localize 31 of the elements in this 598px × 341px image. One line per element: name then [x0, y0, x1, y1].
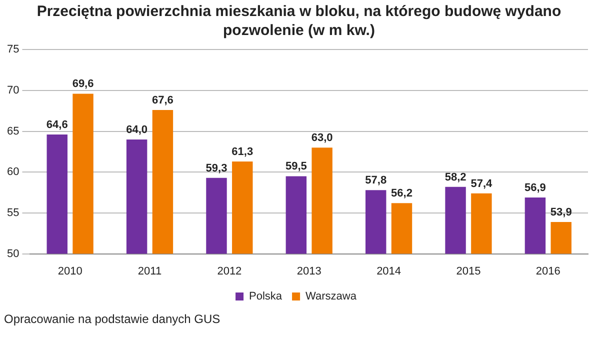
data-label: 64,0: [126, 124, 148, 136]
legend-label: Polska: [249, 290, 283, 303]
x-tick-label: 2015: [456, 265, 481, 278]
data-label: 56,9: [524, 182, 546, 194]
y-tick-label: 65: [6, 125, 20, 138]
y-tick-label: 75: [6, 44, 20, 56]
data-label: 64,6: [46, 119, 68, 132]
text: Opracowanie na podstawie danych GUS: [4, 312, 222, 326]
data-label: 69,6: [72, 78, 94, 90]
y-tick-label: 55: [6, 206, 20, 219]
data-label: 53,9: [550, 206, 572, 218]
x-tick-label: 2016: [536, 265, 560, 278]
x-tick-label: 2013: [296, 265, 322, 278]
data-label: 57,8: [365, 174, 387, 187]
y-tick-label: 60: [6, 166, 20, 178]
data-label: 59,5: [285, 160, 307, 173]
data-label: 58,2: [444, 171, 466, 184]
y-tick-label: 70: [6, 84, 20, 96]
data-label: 63,0: [311, 132, 333, 144]
x-tick-label: 2011: [138, 265, 162, 278]
data-label: 57,4: [470, 178, 494, 190]
data-label: 67,6: [152, 94, 174, 107]
y-tick-label: 50: [6, 248, 20, 260]
chart-title: Przeciętna powierzchnia mieszkania w bloku, na którego budowę wydano pozwolenie (w m kw.): [36, 2, 562, 40]
data-label: 61,3: [232, 146, 254, 158]
x-tick-label: 2010: [58, 265, 82, 278]
data-label: 59,3: [206, 162, 228, 174]
x-tick-label: 2012: [217, 265, 242, 278]
data-label: 56,2: [391, 188, 412, 200]
legend-label: Warszawa: [306, 290, 358, 303]
x-tick-label: 2014: [376, 265, 402, 278]
